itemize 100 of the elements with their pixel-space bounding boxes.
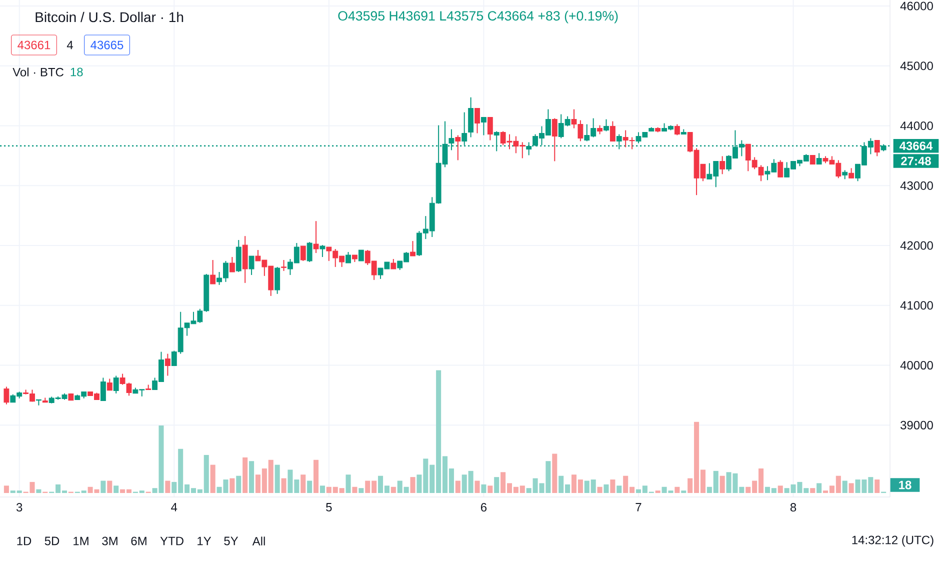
bar (494, 477, 500, 493)
bar (242, 457, 248, 493)
candlestick (306, 242, 312, 262)
y-tick-label: 41000 (900, 301, 933, 310)
annotation: 4 (66, 40, 73, 50)
candlestick (313, 220, 319, 254)
x-tick-label: 7 (636, 503, 642, 512)
y-tick-label: 46000 (900, 2, 933, 10)
candlestick (474, 108, 480, 134)
text: Bitcoin / U.S. Dollar · 1h (36, 12, 184, 22)
x-tick-label: 5 (326, 503, 332, 512)
candlestick (455, 134, 461, 161)
chart-title: Vol · BTC (12, 68, 64, 76)
bar (810, 488, 816, 493)
candlestick (248, 255, 254, 276)
candlestick (281, 260, 286, 272)
bar (842, 480, 848, 493)
candlestick (4, 386, 10, 405)
bar (481, 484, 486, 493)
y-tick-label: 45000 (900, 62, 933, 70)
annotation: 43661 (18, 40, 50, 50)
bar (236, 476, 242, 493)
bar (230, 478, 235, 493)
text: 5D (44, 536, 60, 546)
candlestick (236, 240, 242, 272)
candlestick (848, 168, 854, 179)
candlestick (604, 118, 609, 132)
bar (616, 486, 622, 493)
candlestick (164, 353, 170, 376)
y-tick-label: 42000 (900, 241, 933, 250)
bar (36, 489, 42, 493)
candlestick (410, 240, 416, 256)
candlestick (229, 256, 235, 272)
candlestick (610, 120, 616, 142)
bar (100, 480, 106, 493)
y-tick-label: 43000 (900, 181, 933, 190)
annotation: 43665 (90, 40, 124, 50)
y-tick-label: 44000 (900, 122, 933, 130)
candlestick (487, 116, 493, 141)
x-tick-label: 6 (480, 503, 487, 512)
candlestick (552, 118, 558, 162)
bar (114, 486, 119, 493)
bar (210, 464, 216, 493)
bar (848, 483, 854, 493)
candlestick (300, 245, 306, 262)
bar (107, 480, 112, 493)
bar (552, 454, 558, 493)
bar (778, 486, 783, 493)
bar (358, 488, 364, 493)
bar (4, 486, 9, 493)
text: YTD (160, 536, 184, 546)
text: 1D (17, 536, 32, 546)
text: 3M (102, 536, 118, 546)
candlestick (390, 258, 396, 270)
text: 18 (899, 480, 912, 490)
candlestick (274, 266, 280, 294)
bar (455, 480, 460, 493)
text: 1Y (198, 536, 212, 546)
bar (165, 480, 170, 493)
bar (320, 486, 325, 493)
text: 1M (74, 536, 88, 546)
text: 5Y (224, 536, 238, 546)
x-tick-label: 3 (16, 503, 22, 512)
text: 6M (131, 536, 146, 546)
candlestick (242, 236, 248, 284)
bar (307, 480, 312, 493)
annotation: 18 (70, 68, 83, 76)
candlestick (346, 251, 351, 264)
bar (346, 474, 351, 493)
candlestick (674, 124, 680, 136)
bar (249, 461, 254, 493)
bar (274, 464, 280, 493)
bar (674, 486, 680, 493)
bar (410, 477, 416, 493)
bar (281, 478, 286, 493)
candlestick (468, 96, 474, 138)
candlestick (210, 260, 216, 284)
bar (314, 460, 319, 493)
candlestick (358, 250, 364, 262)
candlestick (720, 156, 726, 175)
text: O43595 H43691 L43575 C43664 +83 (+0.19%) (338, 10, 618, 24)
candlestick (816, 152, 822, 165)
candlestick (113, 375, 119, 394)
y-tick-label: 39000 (900, 420, 933, 430)
bar (300, 474, 306, 493)
bar (352, 486, 358, 493)
ref-line-label: 43664 (900, 142, 933, 150)
x-tick-label: 4 (171, 503, 178, 512)
candlestick (778, 160, 784, 178)
bar (390, 486, 396, 493)
bar (488, 486, 493, 493)
text: All (252, 536, 265, 546)
candlestick (100, 377, 106, 402)
bar (720, 476, 725, 493)
candlestick (320, 244, 326, 258)
bar (816, 483, 822, 493)
candlestick (874, 140, 880, 157)
bar (474, 480, 480, 493)
bar (604, 484, 609, 493)
bar (597, 486, 602, 493)
